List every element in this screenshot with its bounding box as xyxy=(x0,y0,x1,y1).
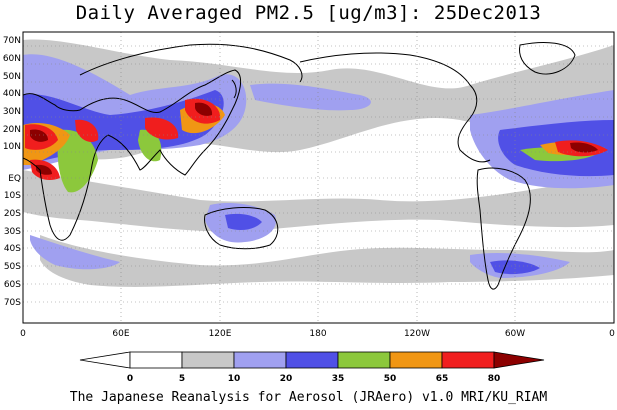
colorbar-label: 65 xyxy=(436,374,449,384)
shade-red-india xyxy=(145,117,179,140)
latitude-labels: 70N 60N 50N 40N 30N 20N 10N EQ 10S 20S 3… xyxy=(3,36,21,308)
shade-darkred-atlantic xyxy=(570,142,598,153)
lat-label: 50S xyxy=(4,262,21,272)
shade-darkred-china xyxy=(195,102,213,116)
map-title: Daily Averaged PM2.5 [ug/m3]: 25Dec2013 xyxy=(75,2,542,24)
colorbar-left-arrow xyxy=(79,351,131,369)
colorbar-segment xyxy=(389,351,443,369)
longitude-labels: 0 60E 120E 180 120W 60W 0 xyxy=(20,329,615,339)
lon-label: 120W xyxy=(404,329,430,339)
shade-lightblue-south-atlantic xyxy=(30,235,120,270)
colorbar-label: 80 xyxy=(488,374,501,384)
shade-lightblue-pacific xyxy=(250,83,371,111)
coast-south-america xyxy=(476,167,531,290)
colorbar-segment xyxy=(337,351,391,369)
colorbar-segment xyxy=(181,351,235,369)
lat-label: 50N xyxy=(3,72,21,82)
colorbar-label: 50 xyxy=(384,374,397,384)
lat-label: EQ xyxy=(8,174,21,184)
gridlines xyxy=(23,32,614,323)
lat-label: 30S xyxy=(4,227,21,237)
lat-label: 70N xyxy=(3,36,21,46)
lat-label: 20N xyxy=(3,125,21,135)
lat-label: 10S xyxy=(4,191,21,201)
lon-label: 180 xyxy=(309,329,326,339)
coast-africa-eurasia xyxy=(23,69,242,241)
shade-gray-tropics xyxy=(23,170,614,232)
coastlines xyxy=(23,41,576,290)
coast-north-america xyxy=(299,52,491,163)
lon-label: 60W xyxy=(505,329,525,339)
colorbar: 0 5 10 20 35 50 65 80 xyxy=(79,351,545,384)
coast-japan xyxy=(231,79,237,99)
colorbar-segment xyxy=(129,351,183,369)
colorbar-label: 10 xyxy=(228,374,241,384)
lon-label: 0 xyxy=(609,329,615,339)
lat-label: 10N xyxy=(3,142,21,152)
shade-darkred-westafrica xyxy=(30,129,48,142)
lat-label: 60S xyxy=(4,280,21,290)
coast-greenland xyxy=(519,41,576,75)
colorbar-right-arrow xyxy=(493,351,545,369)
shade-blue-patagonia xyxy=(490,260,540,275)
shade-green-india xyxy=(138,129,162,162)
coast-asia-north xyxy=(79,43,303,83)
colorbar-segment xyxy=(441,351,495,369)
colorbar-label: 20 xyxy=(280,374,293,384)
colorbar-label: 5 xyxy=(179,374,185,384)
lat-label: 40N xyxy=(3,89,21,99)
lat-label: 20S xyxy=(4,209,21,219)
colorbar-segment xyxy=(233,351,287,369)
shade-red-arabia xyxy=(75,119,99,142)
concentration-field xyxy=(23,39,614,287)
shade-gray-south xyxy=(40,235,614,287)
lat-label: 30N xyxy=(3,107,21,117)
shade-blue-australia xyxy=(225,213,262,230)
lat-label: 40S xyxy=(4,244,21,254)
lon-label: 60E xyxy=(112,329,129,339)
shade-green-africa xyxy=(57,129,98,193)
lon-label: 0 xyxy=(20,329,26,339)
footer-credit: The Japanese Reanalysis for Aerosol (JRA… xyxy=(69,390,548,405)
coast-australia xyxy=(204,207,279,250)
colorbar-label: 0 xyxy=(127,374,133,384)
colorbar-label: 35 xyxy=(332,374,345,384)
lat-label: 60N xyxy=(3,54,21,64)
lon-label: 120E xyxy=(209,329,232,339)
lat-label: 70S xyxy=(4,298,21,308)
colorbar-segment xyxy=(285,351,339,369)
